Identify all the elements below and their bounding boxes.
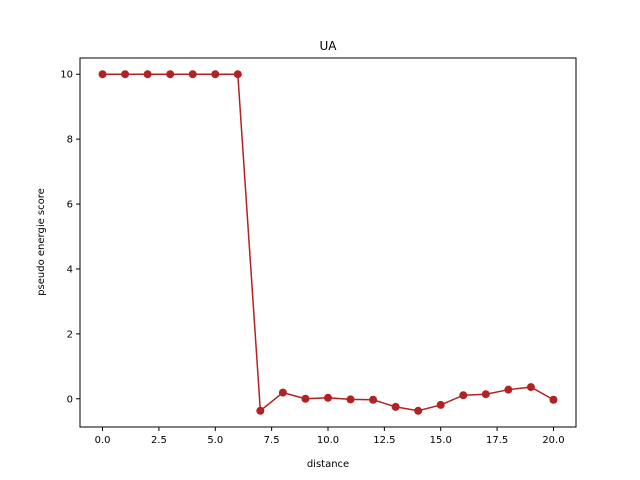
data-point bbox=[301, 394, 310, 403]
y-axis-label: pseudo energie score bbox=[36, 188, 47, 296]
x-tick-label: 17.5 bbox=[486, 435, 508, 446]
data-point bbox=[436, 400, 445, 409]
data-point bbox=[481, 390, 490, 399]
series-group bbox=[98, 70, 558, 415]
x-tick-label: 15.0 bbox=[430, 435, 452, 446]
y-tick-label: 10 bbox=[60, 70, 73, 81]
data-point bbox=[188, 70, 197, 79]
x-tick-label: 2.5 bbox=[151, 435, 167, 446]
data-point bbox=[324, 393, 332, 402]
data-point bbox=[346, 395, 355, 404]
data-point bbox=[98, 70, 107, 79]
data-point bbox=[414, 406, 423, 415]
data-point bbox=[166, 70, 175, 79]
y-tick-label: 4 bbox=[67, 264, 73, 275]
data-point bbox=[526, 383, 535, 392]
y-tick-label: 2 bbox=[67, 329, 73, 340]
y-tick-label: 6 bbox=[67, 200, 73, 211]
data-point bbox=[256, 406, 265, 415]
plot-frame bbox=[79, 57, 577, 428]
x-tick-label: 0.0 bbox=[95, 435, 111, 446]
data-point bbox=[391, 402, 400, 411]
data-point bbox=[143, 70, 152, 79]
data-point bbox=[211, 70, 220, 79]
data-point bbox=[504, 385, 513, 394]
x-axis-label: distance bbox=[307, 459, 349, 470]
data-point bbox=[369, 395, 378, 404]
x-tick-label: 20.0 bbox=[542, 435, 564, 446]
x-tick-label: 5.0 bbox=[207, 435, 223, 446]
x-tick-label: 10.0 bbox=[317, 435, 339, 446]
data-point bbox=[549, 395, 558, 404]
data-point bbox=[278, 388, 287, 397]
x-tick-label: 12.5 bbox=[373, 435, 395, 446]
data-point bbox=[121, 70, 130, 79]
y-tick-label: 0 bbox=[67, 394, 73, 405]
data-point bbox=[459, 391, 468, 400]
chart-title: UA bbox=[320, 39, 338, 53]
axis-ticks: 0.0 2.5 5.0 7.5 10.0 12.5 15.0 17.5 20.0 0 2 4 6 8 10 bbox=[60, 70, 564, 446]
x-tick-label: 7.5 bbox=[264, 435, 280, 446]
data-point bbox=[233, 70, 242, 79]
y-tick-label: 8 bbox=[67, 135, 73, 146]
